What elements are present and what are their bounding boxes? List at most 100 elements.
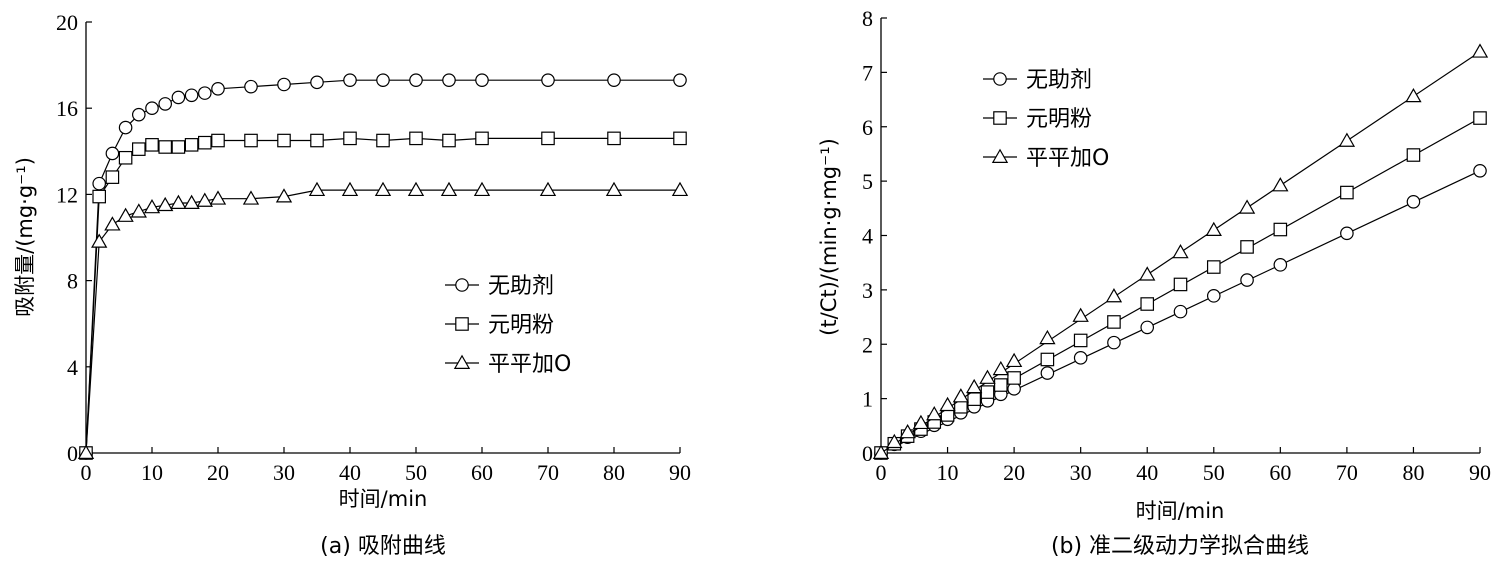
data-point	[184, 88, 199, 103]
data-point	[442, 133, 456, 148]
data-point	[473, 181, 491, 197]
data-point	[343, 131, 357, 146]
y-tick-label: 5	[862, 169, 873, 194]
data-point	[1172, 244, 1189, 259]
series-circle	[79, 73, 687, 460]
x-tick-label: 60	[471, 460, 493, 485]
data-point	[1007, 371, 1021, 385]
data-point	[475, 73, 489, 87]
x-tick-label: 80	[1402, 460, 1424, 485]
x-tick-label: 10	[937, 460, 959, 485]
x-tick-label: 0	[876, 460, 887, 485]
data-point	[132, 142, 146, 156]
x-tick-label: 40	[1136, 460, 1158, 485]
x-tick-label: 90	[669, 460, 691, 485]
data-point	[926, 406, 943, 421]
data-point	[899, 423, 916, 439]
data-point	[872, 444, 890, 459]
data-point	[407, 181, 425, 197]
panel-b-series	[872, 43, 1489, 460]
legend-item: 元明粉	[983, 107, 1092, 132]
data-point	[118, 150, 133, 165]
legend-label: 平平加O	[488, 352, 571, 377]
legend-marker	[455, 317, 469, 331]
panel-a-x-ticks: 0 10 20 30 40 50 60 70 80 90	[81, 447, 691, 485]
y-tick-label: 8	[67, 269, 78, 294]
y-tick-label: 20	[56, 10, 78, 35]
panel-a-y-axis-title: 吸附量/(mg·g⁻¹)	[13, 157, 37, 317]
data-point	[1107, 315, 1121, 329]
data-point	[1040, 366, 1055, 380]
x-tick-label: 20	[1003, 460, 1025, 485]
data-point	[157, 196, 174, 212]
panel-a-caption: (a) 吸附曲线	[320, 534, 446, 559]
series-triangle	[77, 181, 689, 459]
data-point	[1240, 240, 1254, 254]
data-point	[130, 203, 147, 218]
data-point	[605, 181, 623, 197]
data-point	[196, 192, 213, 207]
data-point	[1471, 43, 1489, 58]
legend-marker	[453, 354, 471, 369]
data-point	[1073, 351, 1088, 365]
panel-b-x-ticks: 0 10 20 30 40 50 60 70 80 90	[876, 447, 1491, 485]
data-point	[673, 73, 687, 87]
data-point	[980, 385, 995, 399]
data-point	[145, 101, 159, 115]
data-point	[171, 90, 186, 105]
data-point	[143, 198, 161, 214]
series-line	[85, 189, 680, 454]
data-point	[967, 392, 981, 406]
legend-marker	[991, 148, 1009, 163]
data-point	[966, 378, 983, 394]
legend-label: 元明粉	[488, 313, 554, 338]
y-tick-label: 4	[67, 355, 78, 380]
y-tick-label: 4	[862, 224, 873, 249]
y-tick-label: 0	[67, 441, 78, 466]
data-point	[374, 181, 392, 197]
data-point	[158, 140, 172, 154]
legend-marker	[993, 72, 1007, 86]
data-point	[117, 207, 134, 222]
data-point	[1206, 289, 1221, 303]
data-point	[1140, 320, 1155, 335]
panel-a-y-ticks: 0 4 8 12 16 20	[56, 10, 92, 466]
data-point	[310, 133, 324, 148]
data-point	[1473, 163, 1487, 178]
data-point	[1173, 304, 1188, 319]
panel-a-x-axis-title: 时间/min	[339, 487, 428, 511]
series-circle	[874, 163, 1487, 460]
panel-b-y-ticks: 0 1 2 3 4 5 6 7 8	[862, 6, 887, 466]
x-tick-label: 10	[141, 460, 163, 485]
data-point	[132, 107, 146, 122]
data-point	[376, 73, 390, 87]
data-point	[1039, 329, 1056, 345]
data-point	[198, 135, 212, 150]
data-point	[1272, 177, 1289, 192]
data-point	[158, 97, 172, 111]
x-tick-label: 50	[405, 460, 427, 485]
data-point	[1406, 194, 1421, 209]
data-point	[1040, 352, 1055, 367]
data-point	[104, 216, 121, 231]
data-point	[541, 73, 555, 87]
data-point	[1140, 297, 1155, 311]
data-point	[1340, 185, 1354, 200]
legend-label: 平平加O	[1026, 146, 1109, 171]
data-point	[886, 433, 903, 449]
panel-a-adsorption-curve: 0 10 20 30 40 50 60 70 80 90 0 4 8 12 16 20 无助剂元明粉平平加O…	[13, 10, 691, 559]
legend-label: 元明粉	[1026, 107, 1092, 132]
data-point	[1105, 288, 1123, 303]
panel-b-x-axis-title: 时间/min	[1136, 499, 1225, 523]
data-point	[1107, 335, 1121, 350]
data-point	[1338, 132, 1356, 147]
series-square	[874, 111, 1487, 460]
data-point	[1073, 333, 1088, 348]
data-point	[105, 146, 120, 161]
data-point	[541, 131, 555, 146]
data-point	[211, 82, 225, 96]
data-point	[1340, 226, 1354, 241]
data-point	[1205, 221, 1222, 237]
data-point	[244, 133, 258, 148]
data-point	[145, 138, 159, 152]
